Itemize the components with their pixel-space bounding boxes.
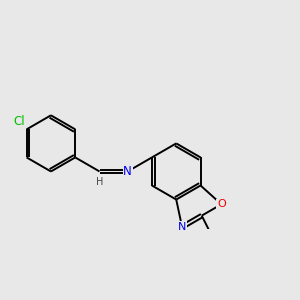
Text: H: H: [96, 177, 103, 188]
Text: Cl: Cl: [13, 115, 25, 128]
Text: N: N: [178, 222, 186, 232]
Text: N: N: [123, 165, 132, 178]
Text: O: O: [217, 199, 226, 209]
